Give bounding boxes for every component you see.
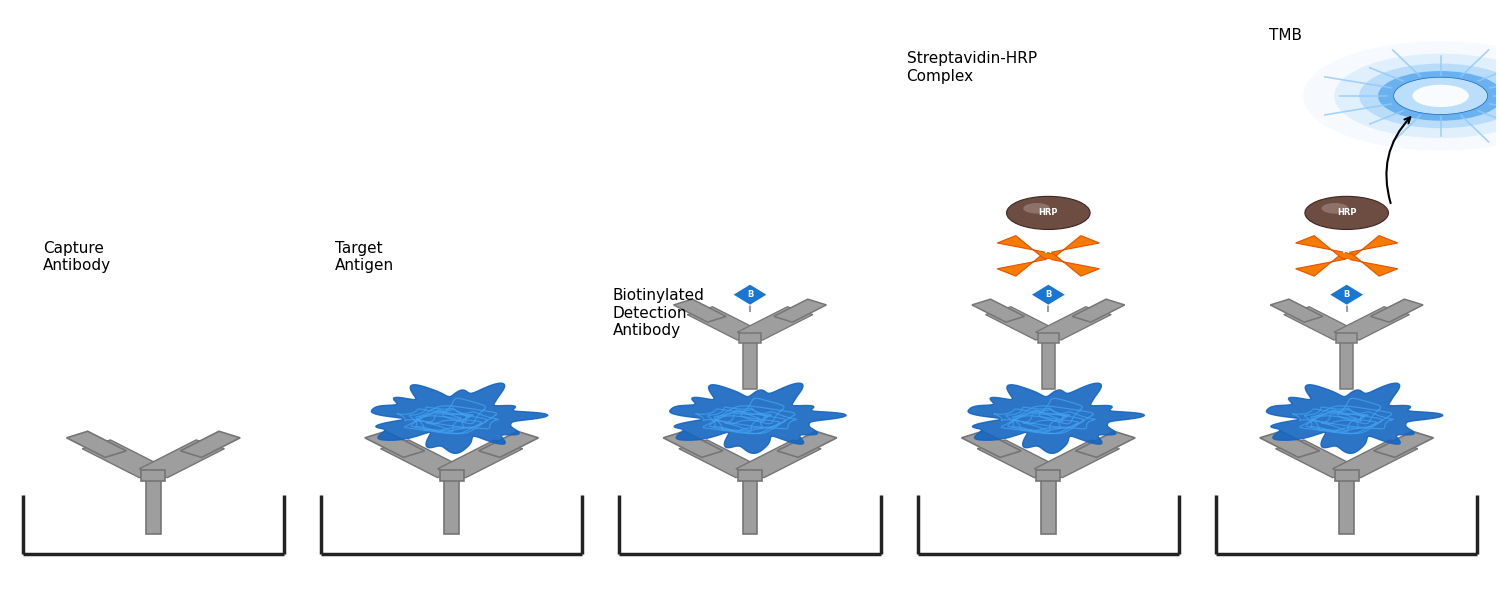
Polygon shape — [82, 440, 168, 478]
Polygon shape — [1335, 470, 1359, 481]
Text: B: B — [1344, 290, 1350, 299]
Circle shape — [1359, 64, 1500, 128]
Text: B: B — [1046, 259, 1052, 268]
Polygon shape — [146, 478, 160, 534]
Polygon shape — [440, 470, 464, 481]
Circle shape — [1394, 77, 1488, 115]
Polygon shape — [663, 431, 723, 457]
Polygon shape — [1270, 299, 1323, 322]
Polygon shape — [774, 299, 826, 322]
Polygon shape — [687, 307, 762, 340]
Polygon shape — [66, 431, 126, 457]
Polygon shape — [1034, 440, 1119, 478]
Polygon shape — [140, 440, 225, 478]
Polygon shape — [674, 299, 726, 322]
Polygon shape — [1035, 307, 1112, 340]
Circle shape — [1378, 71, 1500, 121]
Text: B: B — [747, 290, 753, 299]
Text: HRP: HRP — [1038, 208, 1058, 217]
Polygon shape — [1340, 340, 1353, 389]
Text: B: B — [1344, 259, 1350, 268]
Polygon shape — [364, 431, 424, 457]
Polygon shape — [180, 431, 240, 457]
Polygon shape — [141, 470, 165, 481]
Text: Target
Antigen: Target Antigen — [336, 241, 394, 273]
Polygon shape — [742, 478, 758, 534]
Text: A: A — [1046, 247, 1052, 256]
Polygon shape — [1340, 478, 1354, 534]
Polygon shape — [438, 440, 522, 478]
Polygon shape — [738, 307, 813, 340]
Circle shape — [1413, 85, 1468, 107]
Polygon shape — [1072, 299, 1125, 322]
Text: Capture
Antibody: Capture Antibody — [44, 241, 111, 273]
Circle shape — [1007, 196, 1090, 229]
Text: TMB: TMB — [1269, 28, 1302, 43]
Text: HRP: HRP — [1336, 208, 1356, 217]
Polygon shape — [738, 470, 762, 481]
Polygon shape — [1374, 431, 1434, 457]
Polygon shape — [372, 383, 548, 454]
Text: Biotinylated
Detection
Antibody: Biotinylated Detection Antibody — [614, 288, 705, 338]
Polygon shape — [1336, 333, 1358, 343]
Text: B: B — [1046, 290, 1052, 299]
Circle shape — [1304, 41, 1500, 151]
Polygon shape — [669, 383, 846, 454]
Polygon shape — [968, 383, 1144, 454]
Polygon shape — [986, 307, 1060, 340]
Circle shape — [1023, 203, 1050, 214]
Polygon shape — [1038, 333, 1059, 343]
Polygon shape — [732, 284, 768, 305]
Polygon shape — [478, 431, 538, 457]
Circle shape — [1322, 203, 1348, 214]
Polygon shape — [1275, 440, 1360, 478]
Polygon shape — [978, 440, 1062, 478]
Polygon shape — [1371, 299, 1423, 322]
Circle shape — [1305, 196, 1389, 229]
Polygon shape — [1076, 431, 1136, 457]
Polygon shape — [1332, 440, 1418, 478]
Circle shape — [1334, 53, 1500, 138]
Polygon shape — [1334, 307, 1410, 340]
Polygon shape — [680, 440, 764, 478]
Text: Streptavidin-HRP
Complex: Streptavidin-HRP Complex — [906, 52, 1036, 84]
Polygon shape — [998, 236, 1100, 276]
Polygon shape — [1266, 383, 1443, 454]
Polygon shape — [1042, 340, 1054, 389]
Polygon shape — [1260, 431, 1320, 457]
Polygon shape — [1296, 236, 1398, 276]
Polygon shape — [1041, 478, 1056, 534]
Polygon shape — [444, 478, 459, 534]
Polygon shape — [1284, 307, 1359, 340]
Polygon shape — [744, 340, 756, 389]
Text: A: A — [1344, 247, 1350, 256]
Polygon shape — [1036, 470, 1060, 481]
Polygon shape — [998, 236, 1100, 276]
Polygon shape — [1296, 236, 1398, 276]
Polygon shape — [1030, 284, 1066, 305]
Polygon shape — [381, 440, 466, 478]
Polygon shape — [736, 440, 821, 478]
Polygon shape — [777, 431, 837, 457]
Polygon shape — [740, 333, 760, 343]
Polygon shape — [962, 431, 1022, 457]
Polygon shape — [972, 299, 1024, 322]
Polygon shape — [1329, 284, 1364, 305]
